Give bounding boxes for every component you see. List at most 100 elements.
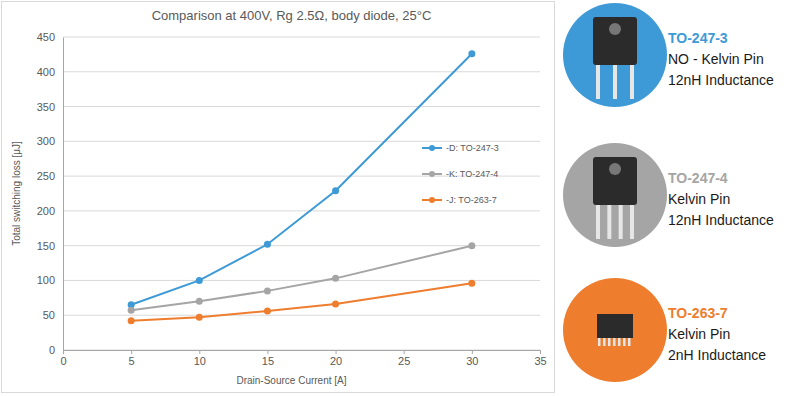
x-tick-label: 30 xyxy=(466,355,478,367)
grid xyxy=(63,37,540,350)
series-point xyxy=(468,50,475,57)
x-tick: 5 xyxy=(129,350,135,367)
plot-area xyxy=(128,50,476,324)
y-tick: 50 xyxy=(43,309,63,321)
package-text: 2nH Inductance xyxy=(668,347,766,363)
package-lead xyxy=(628,338,631,346)
series-line xyxy=(131,246,472,311)
y-tick: 0 xyxy=(49,344,63,356)
package-title: TO-263-7 xyxy=(668,305,728,321)
x-tick: 30 xyxy=(466,350,478,367)
y-tick: 150 xyxy=(37,240,63,252)
y-tick-label: 450 xyxy=(37,31,55,43)
grid-line xyxy=(63,315,540,316)
package-body xyxy=(593,17,637,65)
x-tick: 15 xyxy=(262,350,274,367)
x-axis: 0 5 10 15 20 25 30 35 xyxy=(60,350,546,367)
package-lead xyxy=(603,338,606,346)
package-lead xyxy=(613,65,617,99)
package-text: 12nH Inductance xyxy=(668,72,774,88)
package-lead xyxy=(623,338,626,346)
package-lead xyxy=(630,65,634,99)
series-point xyxy=(332,275,339,282)
y-tick: 450 xyxy=(37,31,63,43)
y-tick: 200 xyxy=(37,205,63,217)
legend-marker xyxy=(429,145,435,151)
x-tick-label: 25 xyxy=(398,355,410,367)
y-tick-label: 150 xyxy=(37,240,55,252)
series-point xyxy=(264,308,271,315)
x-tick-label: 35 xyxy=(534,355,546,367)
series-point xyxy=(468,242,475,249)
y-axis-line xyxy=(63,38,64,351)
y-tick: 400 xyxy=(37,66,63,78)
series-point xyxy=(264,241,271,248)
package-lead xyxy=(630,205,634,239)
package-text: Kelvin Pin xyxy=(668,326,730,342)
series-line xyxy=(131,283,472,321)
series-point xyxy=(468,280,475,287)
y-tick-label: 400 xyxy=(37,66,55,78)
y-axis-title: Total switching loss [μJ] xyxy=(11,141,22,246)
package-lead xyxy=(607,205,611,239)
package-text: Kelvin Pin xyxy=(668,191,730,207)
package-text: 12nH Inductance xyxy=(668,212,774,228)
legend-label: -K: TO-247-4 xyxy=(446,169,498,179)
x-tick-mark xyxy=(131,350,132,354)
series-point xyxy=(332,187,339,194)
series-point xyxy=(196,298,203,305)
legend-marker xyxy=(429,197,435,203)
legend-marker xyxy=(429,171,435,177)
x-tick-label: 0 xyxy=(60,355,66,367)
legend: -D: TO-247-3-K: TO-247-4-J: TO-263-7 xyxy=(422,143,499,205)
package-lead xyxy=(613,338,616,346)
x-axis-line xyxy=(64,351,541,355)
x-tick-mark xyxy=(63,350,64,354)
y-tick-label: 200 xyxy=(37,205,55,217)
series-point xyxy=(128,307,135,314)
y-tick-label: 50 xyxy=(43,309,55,321)
series-point xyxy=(196,277,203,284)
package-body xyxy=(597,314,633,338)
y-axis: 0 50 100 150 200 250 300 350 400 450 xyxy=(37,31,64,356)
package-badge xyxy=(563,278,667,382)
grid-line xyxy=(63,71,540,72)
y-tick: 100 xyxy=(37,274,63,286)
x-tick-label: 10 xyxy=(194,355,206,367)
package-lead xyxy=(608,338,611,346)
y-tick-label: 250 xyxy=(37,170,55,182)
y-tick-label: 350 xyxy=(37,101,55,113)
package-lead xyxy=(596,65,600,99)
chart-title: Comparison at 400V, Rg 2.5Ω, body diode,… xyxy=(152,8,432,23)
package-lead xyxy=(618,338,621,346)
legend-label: -D: TO-247-3 xyxy=(446,143,499,153)
x-tick-label: 15 xyxy=(262,355,274,367)
y-tick: 350 xyxy=(37,101,63,113)
y-tick-label: 300 xyxy=(37,135,55,147)
package-panel: TO-247-3NO - Kelvin Pin12nH InductanceTO… xyxy=(563,3,774,382)
package-badge xyxy=(563,143,667,247)
package-hole xyxy=(609,163,621,175)
grid-line xyxy=(63,106,540,107)
grid-line xyxy=(63,280,540,281)
x-tick-label: 20 xyxy=(330,355,342,367)
x-tick-mark xyxy=(540,350,541,354)
x-axis-title: Drain-Source Current [A] xyxy=(236,375,346,386)
series-point xyxy=(264,287,271,294)
x-tick-mark xyxy=(199,350,200,354)
chart-svg: Comparison at 400V, Rg 2.5Ω, body diode,… xyxy=(0,0,805,396)
grid-line xyxy=(63,141,540,142)
package-title: TO-247-3 xyxy=(668,30,728,46)
x-tick-mark xyxy=(336,350,337,354)
series-line xyxy=(131,54,472,305)
series-point xyxy=(332,301,339,308)
x-tick: 10 xyxy=(194,350,206,367)
x-tick: 25 xyxy=(398,350,410,367)
package-body xyxy=(593,157,637,205)
package-item: TO-247-4Kelvin Pin12nH Inductance xyxy=(563,143,774,247)
series-point xyxy=(196,314,203,321)
y-tick-label: 100 xyxy=(37,274,55,286)
grid-line xyxy=(63,210,540,211)
package-badge xyxy=(563,3,667,107)
series-point xyxy=(128,317,135,324)
